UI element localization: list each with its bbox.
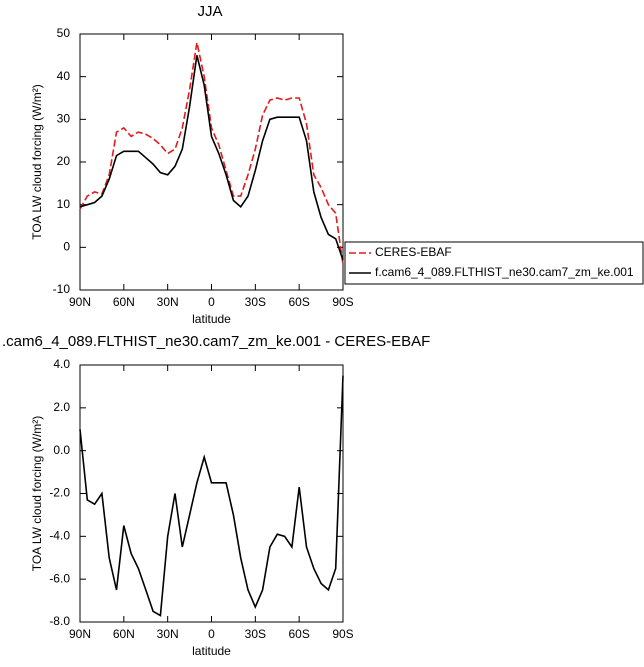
x-tick-label: 30N xyxy=(157,627,179,641)
x-tick-label: 30N xyxy=(157,295,179,309)
data-line xyxy=(79,375,344,617)
y-tick-label: 40 xyxy=(57,69,71,83)
y-tick-label: 2.0 xyxy=(53,400,70,414)
x-axis-label: latitude xyxy=(192,312,231,326)
y-tick-label: 50 xyxy=(57,26,71,40)
x-tick-label: 0 xyxy=(208,295,215,309)
legend-label: CERES-EBAF xyxy=(375,245,452,259)
y-tick-label: 4.0 xyxy=(53,357,70,371)
x-tick-label: 60N xyxy=(113,627,135,641)
plot-frame xyxy=(79,33,344,291)
data-line xyxy=(79,55,344,261)
legend-box xyxy=(344,241,644,285)
y-tick-label: -8.0 xyxy=(49,614,70,628)
y-axis-label: TOA LW cloud forcing (W/m²) xyxy=(30,84,44,240)
x-tick-label: 0 xyxy=(208,627,215,641)
y-tick-label: -4.0 xyxy=(49,529,70,543)
y-axis-label: TOA LW cloud forcing (W/m²) xyxy=(30,416,44,572)
x-tick-label: 90S xyxy=(332,627,353,641)
x-tick-label: 90N xyxy=(69,627,91,641)
y-tick-label: -10 xyxy=(53,282,71,296)
x-tick-label: 90S xyxy=(332,295,353,309)
plot-frame xyxy=(79,364,344,623)
y-tick-label: 10 xyxy=(57,197,71,211)
x-tick-label: 60S xyxy=(288,627,309,641)
chart-title: .cam6_4_089.FLTHIST_ne30.cam7_zm_ke.001 … xyxy=(2,333,430,350)
x-tick-label: 60S xyxy=(288,295,309,309)
y-tick-label: 0.0 xyxy=(53,443,70,457)
y-tick-label: -2.0 xyxy=(49,486,70,500)
chart-title: JJA xyxy=(197,3,222,20)
x-tick-label: 30S xyxy=(245,627,266,641)
data-line xyxy=(79,42,344,265)
y-tick-label: 0 xyxy=(63,240,70,254)
x-tick-label: 60N xyxy=(113,295,135,309)
y-tick-label: 30 xyxy=(57,112,71,126)
legend-label: f.cam6_4_089.FLTHIST_ne30.cam7_zm_ke.001 xyxy=(375,265,634,279)
y-tick-label: -6.0 xyxy=(49,571,70,585)
y-tick-label: 20 xyxy=(57,154,71,168)
x-axis-label: latitude xyxy=(192,644,231,658)
x-tick-label: 90N xyxy=(69,295,91,309)
x-tick-label: 30S xyxy=(245,295,266,309)
